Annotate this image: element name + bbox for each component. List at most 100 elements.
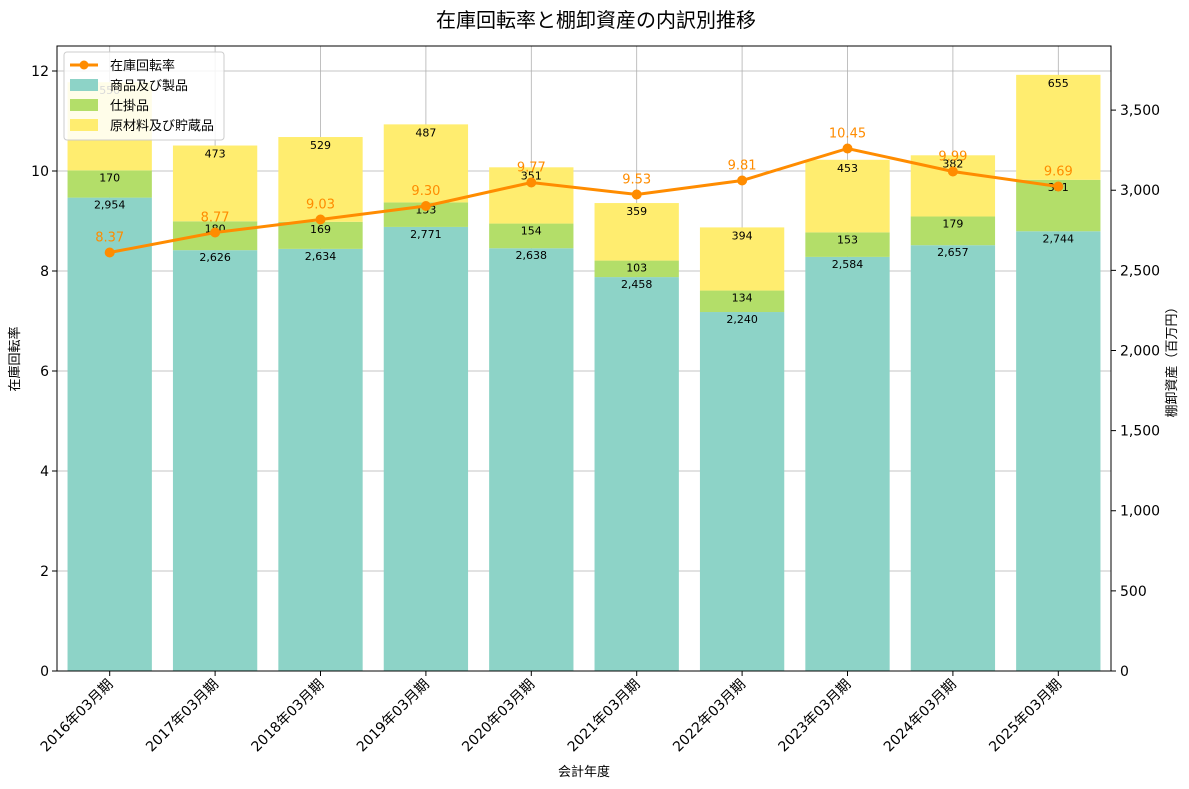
y-right-tick-label: 2,000 — [1120, 343, 1160, 359]
legend-marker — [79, 60, 89, 70]
turnover-value-label: 9.53 — [622, 173, 651, 188]
bar-segment — [489, 167, 574, 224]
bar-value-label: 382 — [942, 157, 963, 170]
y-left-tick-label: 6 — [40, 364, 49, 380]
bar-segment — [1016, 74, 1101, 180]
y-right-tick-label: 1,500 — [1120, 424, 1160, 440]
legend-patch-swatch — [70, 99, 98, 111]
turnover-value-label: 8.37 — [95, 231, 124, 246]
bar-segment — [67, 197, 152, 671]
bar-value-label: 2,744 — [1043, 232, 1075, 245]
bar-value-label: 453 — [837, 162, 858, 175]
bar-segment — [67, 170, 152, 198]
turnover-point — [631, 189, 642, 200]
y-left-tick-label: 0 — [40, 664, 49, 680]
bar-segment — [699, 227, 785, 291]
bar-segment — [910, 216, 996, 246]
bar-value-label: 2,584 — [832, 258, 864, 271]
legend-patch-swatch — [70, 119, 98, 131]
legend-label: 在庫回転率 — [110, 58, 175, 74]
legend-patch-swatch — [70, 79, 98, 91]
turnover-value-label: 8.77 — [201, 211, 230, 226]
bar-value-label: 154 — [521, 225, 542, 238]
bar-value-label: 487 — [415, 126, 436, 139]
bar-segment — [594, 260, 679, 278]
bar-segment — [1016, 231, 1101, 671]
x-tick-label: 2022年03月期 — [670, 677, 749, 756]
y-right-tick-label: 500 — [1120, 584, 1147, 600]
bar-segment — [489, 223, 574, 249]
turnover-point — [526, 177, 537, 188]
bar-segment — [383, 124, 469, 203]
bar-segment — [489, 248, 574, 671]
bar-segment — [805, 159, 890, 233]
bar-value-label: 2,771 — [410, 228, 442, 241]
bar-value-label: 170 — [99, 171, 120, 184]
bar-value-label: 103 — [626, 262, 647, 275]
legend-label: 仕掛品 — [110, 99, 149, 114]
turnover-point — [104, 247, 115, 258]
bar-segment — [594, 203, 679, 261]
turnover-value-label: 9.99 — [938, 150, 967, 165]
bar-segment — [172, 250, 258, 671]
y-right-tick-label: 0 — [1120, 664, 1129, 680]
y-left-tick-label: 8 — [40, 264, 49, 280]
turnover-value-label: 9.81 — [728, 159, 757, 174]
y-axis-left-label: 在庫回転率 — [7, 326, 23, 391]
x-tick-label: 2018年03月期 — [249, 677, 328, 756]
line-series: 8.37 8.77 9.03 9.30 9.77 9.53 9.81 10.45 9.99 9.6… — [95, 127, 1073, 258]
y-right-tick-label: 2,500 — [1120, 263, 1160, 279]
x-tick-label: 2024年03月期 — [881, 677, 960, 756]
bar-segment — [699, 290, 785, 313]
x-tick-label: 2019年03月期 — [354, 677, 433, 756]
bar-value-label: 2,634 — [305, 250, 337, 263]
bar-value-label: 169 — [310, 223, 331, 236]
y-axis-right-label: 棚卸資産（百万円） — [1164, 300, 1180, 417]
y-right-tick-label: 1,000 — [1120, 504, 1160, 520]
bar-value-label: 359 — [626, 205, 647, 218]
bar-segment — [383, 226, 469, 671]
bar-segment — [910, 245, 996, 671]
y-left-tick-label: 10 — [31, 164, 49, 180]
bar-value-label: 394 — [732, 229, 753, 242]
bar-value-label: 2,954 — [94, 199, 126, 212]
turnover-point — [315, 214, 326, 225]
legend-box — [63, 51, 225, 141]
turnover-point — [737, 175, 748, 186]
x-tick-label: 2020年03月期 — [459, 677, 538, 756]
plot-frame — [56, 45, 1112, 672]
bar-value-label: 529 — [310, 139, 331, 152]
bar-value-label: 655 — [1048, 77, 1069, 90]
bar-segment — [172, 145, 258, 222]
bar-segment — [278, 248, 363, 671]
bar-value-label: 2,626 — [199, 251, 231, 264]
bar-value-label: 351 — [521, 169, 542, 182]
chart-title: 在庫回転率と棚卸資産の内訳別推移 — [436, 8, 756, 32]
x-tick-label: 2016年03月期 — [38, 677, 117, 756]
bar-segment — [805, 256, 890, 671]
x-tick-label: 2021年03月期 — [565, 677, 644, 756]
x-tick-label: 2017年03月期 — [143, 677, 222, 756]
turnover-point — [420, 201, 431, 211]
bar-segment — [594, 277, 679, 671]
turnover-point — [842, 143, 853, 154]
bar-value-label: 153 — [837, 233, 858, 246]
legend-label: 原材料及び貯蔵品 — [110, 119, 214, 134]
bar-value-label: 179 — [942, 218, 963, 231]
y-left-tick-label: 4 — [40, 464, 49, 480]
bar-segment — [278, 221, 363, 249]
bar-value-label: 473 — [205, 148, 226, 161]
turnover-value-label: 10.45 — [829, 127, 866, 142]
bar-value-label: 2,458 — [621, 278, 653, 291]
turnover-line — [109, 146, 1059, 254]
bar-segment — [278, 137, 363, 222]
y-left-tick-label: 2 — [40, 564, 49, 580]
y-left-tick-label: 12 — [31, 64, 49, 80]
turnover-point — [947, 166, 958, 177]
y-right-tick-label: 3,000 — [1120, 183, 1160, 199]
x-axis-label: 会計年度 — [558, 764, 610, 780]
turnover-value-label: 9.77 — [517, 161, 546, 176]
y-right-tick-label: 3,500 — [1120, 103, 1160, 119]
